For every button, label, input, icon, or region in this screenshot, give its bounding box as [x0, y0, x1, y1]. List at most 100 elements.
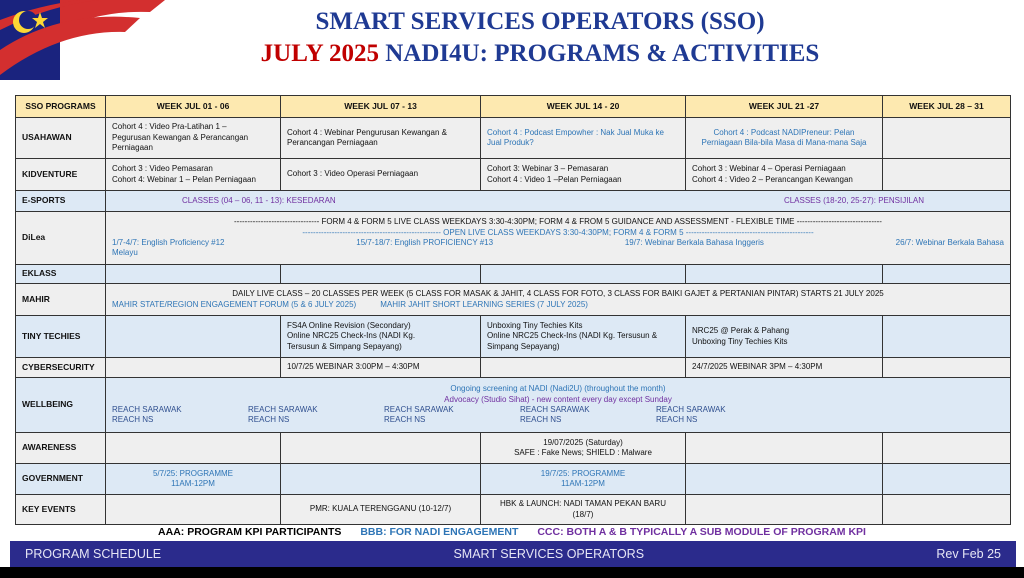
legend-ccc: CCC: BOTH A & B TYPICALLY A SUB MODULE O…	[537, 526, 866, 538]
spanning-cell: CLASSES (04 – 06, 11 - 13): KESEDARAN CLA…	[105, 190, 1011, 212]
schedule-cell	[480, 264, 686, 284]
spanning-cell: -------------------------------- FORM 4 …	[105, 211, 1011, 265]
schedule-cell: Cohort 4 : Video Pra-Latihan 1 – Pegurus…	[105, 117, 281, 159]
wellbeing-line-1: Ongoing screening at NADI (Nadi2U) (thro…	[450, 384, 666, 394]
table-row: KIDVENTURE Cohort 3 : Video Pemasaran Coh…	[15, 158, 1011, 191]
program-name: EKLASS	[15, 264, 106, 284]
schedule-cell: 19/07/2025 (Saturday) SAFE : Fake News; …	[480, 432, 686, 464]
schedule-cell	[882, 117, 1011, 159]
program-name: E-SPORTS	[15, 190, 106, 212]
program-name: TINY TECHIES	[15, 315, 106, 358]
legend: AAA: PROGRAM KPI PARTICIPANTS BBB: FOR N…	[0, 526, 1024, 538]
schedule-cell: FS4A Online Revision (Secondary) Online …	[280, 315, 481, 358]
schedule-cell: 19/7/25: PROGRAMME 11AM-12PM	[480, 463, 686, 495]
title-month: JULY 2025	[260, 40, 379, 67]
dilea-line-2: ----------------------------------------…	[302, 227, 814, 237]
schedule-cell: NRC25 @ Perak & Pahang Unboxing Tiny Tec…	[685, 315, 883, 358]
mahir-item: MAHIR JAHIT SHORT LEARNING SERIES (7 JUL…	[380, 299, 588, 309]
footer-center: SMART SERVICES OPERATORS	[453, 547, 645, 561]
column-header: WEEK JUL 14 - 20	[480, 95, 686, 118]
span-item: CLASSES (04 – 06, 11 - 13): KESEDARAN	[182, 195, 336, 205]
schedule-cell	[280, 463, 481, 495]
dilea-item: 1/7-4/7: English Proficiency #12	[112, 238, 225, 247]
program-name: GOVERNMENT	[15, 463, 106, 495]
mahir-item: MAHIR STATE/REGION ENGAGEMENT FORUM (5 &…	[112, 299, 357, 309]
schedule-cell	[685, 494, 883, 525]
program-name: USAHAWAN	[15, 117, 106, 159]
footer-left: PROGRAM SCHEDULE	[25, 547, 162, 561]
dilea-tail: Melayu	[112, 248, 138, 258]
table-row: AWARENESS 19/07/2025 (Saturday) SAFE : Fa…	[15, 432, 1011, 464]
schedule-cell	[480, 357, 686, 378]
schedule-cell	[685, 432, 883, 464]
table-row: DiLea -------------------------------- FO…	[15, 211, 1011, 265]
program-name: CYBERSECURITY	[15, 357, 106, 378]
schedule-cell	[882, 463, 1011, 495]
schedule-cell: Cohort 3 : Video Operasi Perniagaan	[280, 158, 481, 191]
wellbeing-item: REACH SARAWAK REACH NS	[384, 405, 454, 425]
program-name: KIDVENTURE	[15, 158, 106, 191]
schedule-cell	[882, 315, 1011, 358]
schedule-cell: PMR: KUALA TERENGGANU (10-12/7)	[280, 494, 481, 525]
schedule-cell	[882, 432, 1011, 464]
schedule-cell	[105, 315, 281, 358]
table-row: GOVERNMENT 5/7/25: PROGRAMME 11AM-12PM 19/…	[15, 463, 1011, 495]
program-name: MAHIR	[15, 283, 106, 316]
program-name: WELLBEING	[15, 377, 106, 433]
wellbeing-line-2: Advocacy (Studio Sihat) - new content ev…	[444, 394, 672, 404]
program-name: KEY EVENTS	[15, 494, 106, 525]
footer-right: Rev Feb 25	[936, 547, 1001, 561]
schedule-cell: Cohort 4 : Podcast NADIPreneur: Pelan Pe…	[685, 117, 883, 159]
schedule-cell	[685, 463, 883, 495]
column-header: WEEK JUL 01 - 06	[105, 95, 281, 118]
table-row: USAHAWAN Cohort 4 : Video Pra-Latihan 1 –…	[15, 117, 1011, 159]
title-line-1: SMART SERVICES OPERATORS (SSO)	[315, 8, 765, 35]
wellbeing-item: REACH SARAWAK REACH NS	[656, 405, 726, 425]
mahir-line-1: DAILY LIVE CLASS – 20 CLASSES PER WEEK (…	[232, 289, 884, 299]
schedule-cell: 10/7/25 WEBINAR 3:00PM – 4:30PM	[280, 357, 481, 378]
dilea-item: 19/7: Webinar Berkala Bahasa Inggeris	[624, 238, 764, 247]
table-row: KEY EVENTS PMR: KUALA TERENGGANU (10-12/7…	[15, 494, 1011, 525]
dilea-line-1: -------------------------------- FORM 4 …	[234, 217, 882, 227]
column-header: WEEK JUL 28 – 31	[882, 95, 1011, 118]
schedule-cell	[882, 357, 1011, 378]
table-header-row: SSO PROGRAMS WEEK JUL 01 - 06 WEEK JUL 07 …	[15, 95, 1011, 118]
schedule-cell	[105, 494, 281, 525]
program-schedule-table: SSO PROGRAMS WEEK JUL 01 - 06 WEEK JUL 07 …	[15, 95, 1011, 525]
program-name: DiLea	[15, 211, 106, 265]
table-row: MAHIR DAILY LIVE CLASS – 20 CLASSES PER W…	[15, 283, 1011, 316]
spanning-cell: DAILY LIVE CLASS – 20 CLASSES PER WEEK (…	[105, 283, 1011, 316]
table-row: EKLASS	[15, 264, 1011, 284]
schedule-cell	[882, 158, 1011, 191]
legend-bbb: BBB: FOR NADI ENGAGEMENT	[360, 526, 519, 538]
program-name: AWARENESS	[15, 432, 106, 464]
wellbeing-item: REACH SARAWAK REACH NS	[112, 405, 182, 425]
schedule-cell	[685, 264, 883, 284]
dilea-item: 15/7-18/7: English PROFICIENCY #13	[356, 238, 494, 247]
span-items: CLASSES (04 – 06, 11 - 13): KESEDARAN CLA…	[112, 196, 1004, 206]
wellbeing-items: REACH SARAWAK REACH NS REACH SARAWAK REAC…	[112, 405, 1004, 426]
malaysia-flag-icon	[0, 0, 165, 80]
schedule-cell: Cohort 3: Webinar 3 – Pemasaran Cohort 4…	[480, 158, 686, 191]
span-item: CLASSES (18-20, 25-27): PENSIJILAN	[783, 195, 924, 205]
schedule-cell: Cohort 3 : Video Pemasaran Cohort 4: Web…	[105, 158, 281, 191]
table-row: WELLBEING Ongoing screening at NADI (Nadi…	[15, 377, 1011, 433]
legend-aaa: AAA: PROGRAM KPI PARTICIPANTS	[158, 526, 342, 538]
table-row: CYBERSECURITY 10/7/25 WEBINAR 3:00PM – 4:…	[15, 357, 1011, 378]
schedule-cell: Cohort 4 : Webinar Pengurusan Kewangan &…	[280, 117, 481, 159]
schedule-cell	[280, 432, 481, 464]
schedule-cell: Unboxing Tiny Techies Kits Online NRC25 …	[480, 315, 686, 358]
column-header: SSO PROGRAMS	[15, 95, 106, 118]
title-subtitle: NADI4U: PROGRAMS & ACTIVITIES	[385, 40, 820, 67]
table-row: TINY TECHIES FS4A Online Revision (Second…	[15, 315, 1011, 358]
schedule-cell	[882, 264, 1011, 284]
schedule-cell	[882, 494, 1011, 525]
schedule-cell	[105, 432, 281, 464]
footer-bar: PROGRAM SCHEDULE SMART SERVICES OPERATOR…	[10, 541, 1016, 567]
dilea-item: 26/7: Webinar Berkala Bahasa	[895, 238, 1004, 247]
schedule-cell	[105, 357, 281, 378]
schedule-cell: 24/7/2025 WEBINAR 3PM – 4:30PM	[685, 357, 883, 378]
spanning-cell: Ongoing screening at NADI (Nadi2U) (thro…	[105, 377, 1011, 433]
wellbeing-item: REACH SARAWAK REACH NS	[248, 405, 318, 425]
